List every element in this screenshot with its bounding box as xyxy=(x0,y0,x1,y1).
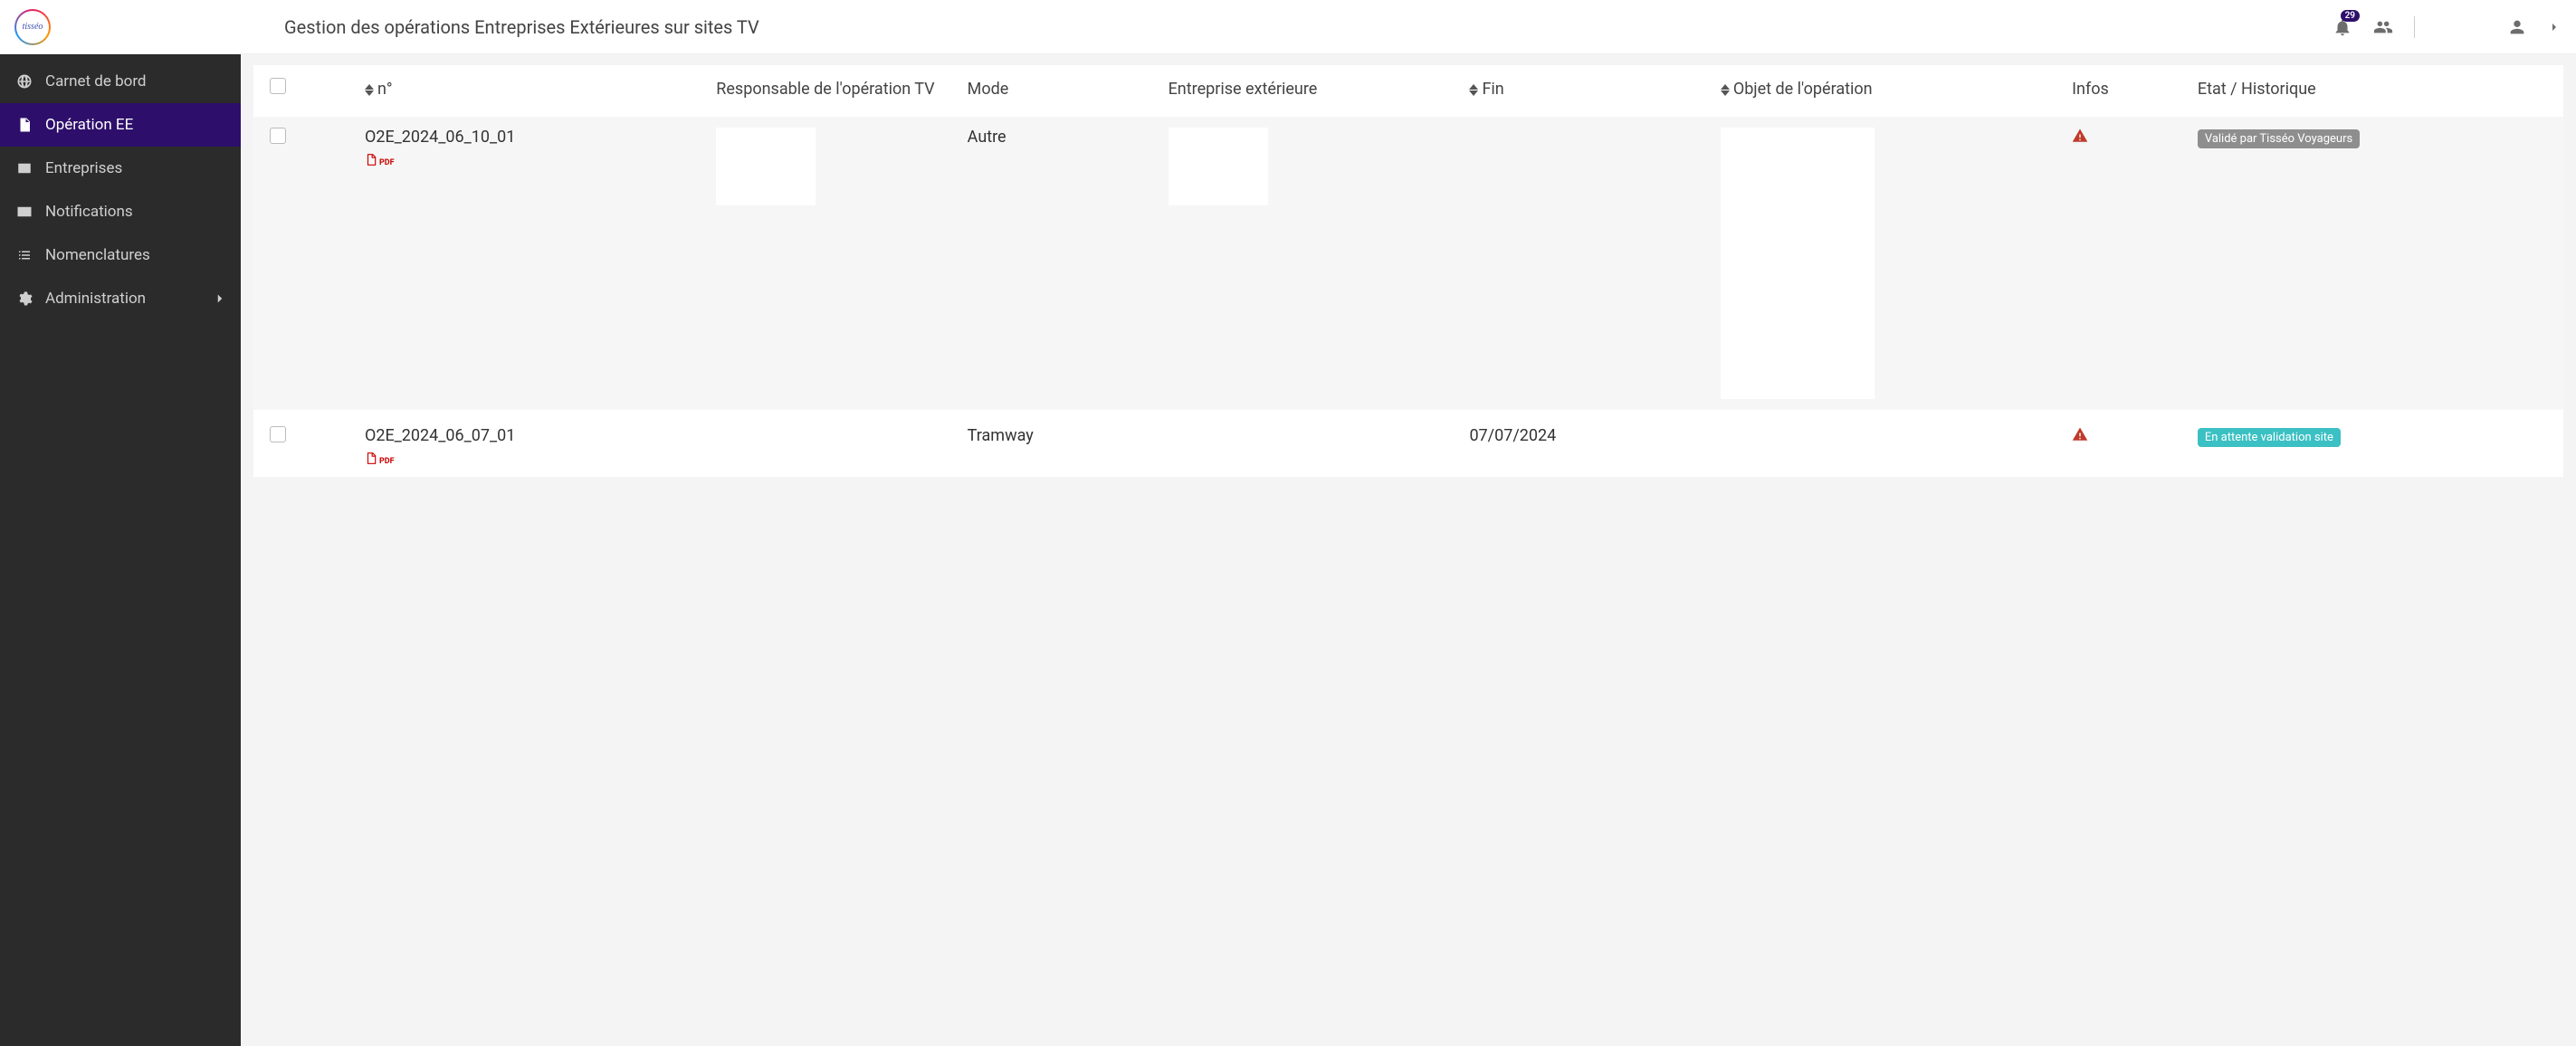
col-header-label: Infos xyxy=(2072,80,2109,99)
sidebar-item-label: Administration xyxy=(45,290,146,308)
operations-panel: n° Responsable de l'opération TV Mode En… xyxy=(253,65,2563,477)
mode-value: Tramway xyxy=(968,426,1034,445)
notifications-button[interactable]: 29 xyxy=(2333,17,2352,37)
sidebar-item-label: Entreprises xyxy=(45,159,122,177)
responsable-redacted xyxy=(716,128,816,205)
col-header-label: Fin xyxy=(1482,80,1503,99)
fin-value: 07/07/2024 xyxy=(1469,426,1556,445)
pdf-file-icon xyxy=(365,451,377,466)
sidebar-item-nomenclatures[interactable]: Nomenclatures xyxy=(0,233,241,277)
table-row[interactable]: O2E_2024_06_10_01 PDF Autre xyxy=(253,114,2563,413)
col-header-label: Etat / Historique xyxy=(2198,80,2316,99)
sidebar-item-label: Notifications xyxy=(45,203,133,221)
sidebar-item-administration[interactable]: Administration xyxy=(0,277,241,320)
topbar-divider xyxy=(2414,16,2415,38)
status-badge: En attente validation site xyxy=(2198,428,2341,447)
sidebar: Carnet de bord Opération EE Entreprises … xyxy=(0,54,241,1046)
col-header-label: Mode xyxy=(968,80,1009,99)
topbar-actions: 29 xyxy=(2333,16,2562,38)
chevron-right-icon xyxy=(212,290,228,307)
table-row[interactable]: O2E_2024_06_07_01 PDF Tramway 07/07/2024 xyxy=(253,413,2563,477)
sidebar-item-label: Opération EE xyxy=(45,116,133,134)
col-header-responsable[interactable]: Responsable de l'opération TV xyxy=(705,65,956,114)
main-content: n° Responsable de l'opération TV Mode En… xyxy=(241,54,2576,1046)
col-header-mode[interactable]: Mode xyxy=(957,65,1158,114)
col-header-etat[interactable]: Etat / Historique xyxy=(2187,65,2563,114)
sidebar-item-entreprises[interactable]: Entreprises xyxy=(0,147,241,190)
brand-logo-text: tisséo xyxy=(23,22,43,32)
objet-redacted xyxy=(1721,128,1875,399)
page-title: Gestion des opérations Entreprises Extér… xyxy=(284,16,759,38)
mode-value: Autre xyxy=(968,128,1007,147)
col-header-fin[interactable]: Fin xyxy=(1458,65,1709,114)
file-icon xyxy=(16,117,33,133)
notifications-count-badge: 29 xyxy=(2341,10,2360,22)
users-icon xyxy=(2372,17,2394,37)
sidebar-item-label: Nomenclatures xyxy=(45,246,150,264)
topbar: tisséo Gestion des opérations Entreprise… xyxy=(0,0,2576,54)
col-header-entreprise[interactable]: Entreprise extérieure xyxy=(1158,65,1459,114)
entreprise-redacted xyxy=(1169,128,1268,205)
select-all-checkbox[interactable] xyxy=(270,78,286,94)
table-header-row: n° Responsable de l'opération TV Mode En… xyxy=(253,65,2563,114)
pdf-file-icon xyxy=(365,152,377,167)
sort-icon xyxy=(1469,84,1478,96)
row-checkbox[interactable] xyxy=(270,426,286,442)
col-header-label: Objet de l'opération xyxy=(1733,80,1873,99)
operation-number: O2E_2024_06_10_01 xyxy=(365,128,694,147)
operation-number: O2E_2024_06_07_01 xyxy=(365,426,694,445)
sidebar-item-operation[interactable]: Opération EE xyxy=(0,103,241,147)
sidebar-item-label: Carnet de bord xyxy=(45,72,147,90)
sidebar-item-notifications[interactable]: Notifications xyxy=(0,190,241,233)
warning-icon[interactable] xyxy=(2072,428,2088,447)
operations-table: n° Responsable de l'opération TV Mode En… xyxy=(253,65,2563,477)
users-button[interactable] xyxy=(2372,17,2394,37)
sort-icon xyxy=(365,84,374,96)
chevron-right-icon xyxy=(2547,17,2562,37)
warning-icon[interactable] xyxy=(2072,129,2088,148)
brand-logo[interactable]: tisséo xyxy=(14,9,51,45)
status-badge: Validé par Tisséo Voyageurs xyxy=(2198,129,2360,148)
sort-icon xyxy=(1721,84,1730,96)
col-header-objet[interactable]: Objet de l'opération xyxy=(1710,65,2061,114)
gear-icon xyxy=(16,290,33,307)
account-button[interactable] xyxy=(2507,17,2527,37)
col-header-num[interactable]: n° xyxy=(354,65,705,114)
id-card-icon xyxy=(16,160,33,176)
col-header-infos[interactable]: Infos xyxy=(2061,65,2187,114)
envelope-icon xyxy=(16,204,33,220)
col-header-label: Entreprise extérieure xyxy=(1169,80,1318,99)
row-checkbox[interactable] xyxy=(270,128,286,144)
globe-icon xyxy=(16,73,33,90)
col-header-label: n° xyxy=(377,80,393,99)
sidebar-item-carnet[interactable]: Carnet de bord xyxy=(0,60,241,103)
col-header-label: Responsable de l'opération TV xyxy=(716,80,934,99)
pdf-download-button[interactable]: PDF xyxy=(365,152,694,167)
list-icon xyxy=(16,247,33,263)
pdf-download-button[interactable]: PDF xyxy=(365,451,694,466)
col-header-checkbox xyxy=(253,65,354,114)
expand-button[interactable] xyxy=(2547,17,2562,37)
person-icon xyxy=(2507,17,2527,37)
